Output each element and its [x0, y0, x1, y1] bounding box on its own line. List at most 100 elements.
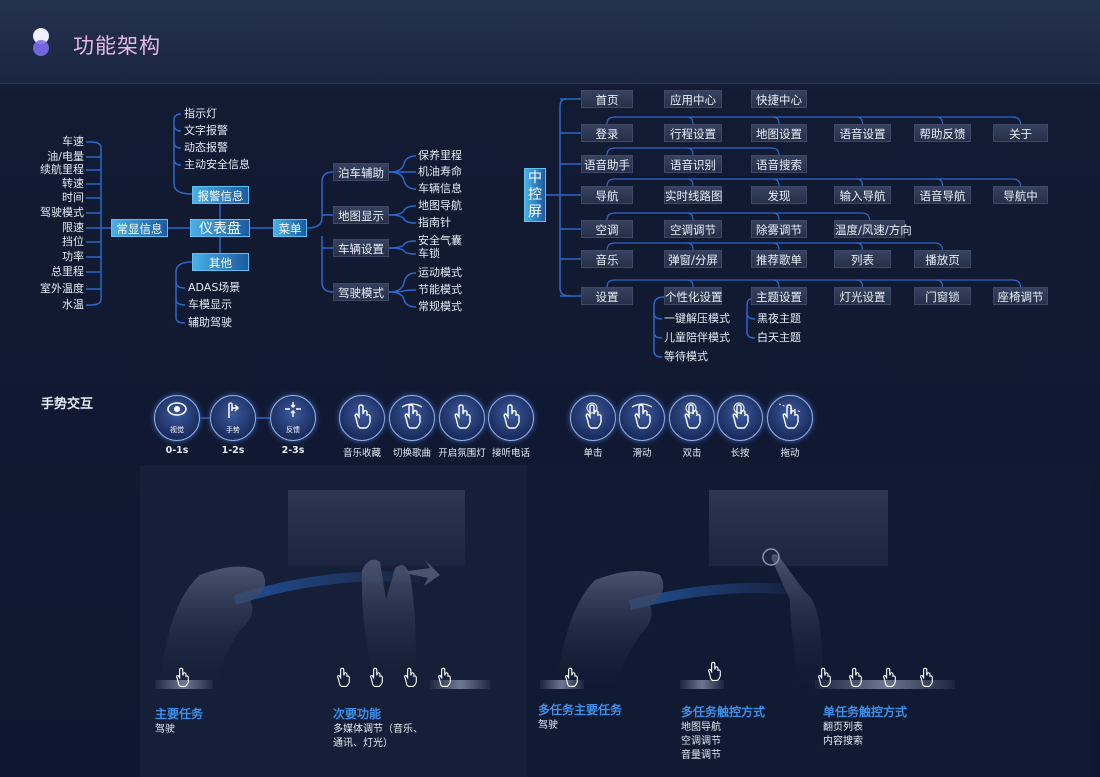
drag-icon [920, 667, 933, 687]
console-node: 地图设置 [751, 124, 807, 142]
scene-title: 主要任务 [155, 707, 204, 721]
constant-info-item: 车速 [62, 135, 84, 148]
gesture-action-label: 开启氛围灯 [438, 448, 486, 459]
constant-info-item: 功率 [62, 250, 84, 263]
glow-bar [430, 680, 490, 689]
menu-sub-item: 常规模式 [418, 300, 462, 313]
gesture-phase-label: 手势 [226, 426, 240, 434]
menu-group-node: 泊车辅助 [333, 163, 389, 181]
console-node: 弹窗/分屏 [664, 250, 722, 268]
menu-sub-item: 运动模式 [418, 266, 462, 279]
gesture-phase-time: 0-1s [165, 445, 189, 456]
console-node: 导航中 [993, 186, 1048, 204]
swipe-icon [818, 667, 831, 687]
finger-heart-icon [404, 667, 417, 687]
menu-sub-item: 车辆信息 [418, 182, 462, 195]
scene-title: 单任务触控方式 [823, 705, 908, 719]
constant-info-item: 油/电量 [47, 150, 84, 163]
console-node: 语音设置 [834, 124, 891, 142]
screen-illustration [288, 490, 465, 566]
console-node: 导航 [581, 186, 633, 204]
palm-swipe-button[interactable] [389, 395, 435, 441]
console-node: 个性化设置 [664, 287, 723, 305]
alarm-item: 文字报警 [184, 124, 228, 137]
theme-setting-item: 黑夜主题 [757, 312, 801, 325]
alarm-item: 指示灯 [184, 107, 217, 120]
console-node: 座椅调节 [993, 287, 1048, 305]
feedback-arrows-icon [285, 402, 301, 417]
scene-detail: 空调调节 [681, 736, 721, 747]
scene-detail: 通讯、灯光） [333, 738, 393, 749]
menu-node: 菜单 [273, 219, 307, 237]
double-tap-button[interactable] [669, 395, 715, 441]
eye-button[interactable]: 视觉 [154, 395, 200, 441]
swipe-button[interactable] [619, 395, 665, 441]
gesture-phase-label: 反馈 [286, 426, 300, 434]
console-node: 首页 [581, 90, 633, 108]
console-node: 温度/风速/方向 [834, 220, 912, 238]
console-node: 空调 [581, 220, 633, 238]
console-node: 推荐歌单 [751, 250, 807, 268]
constant-info-item: 总里程 [51, 265, 84, 278]
console-node: 主题设置 [751, 287, 807, 305]
personal-setting-item: 等待模式 [664, 350, 708, 363]
gesture-action-label: 接听电话 [491, 448, 530, 459]
gesture-hand-button[interactable]: 手势 [210, 395, 256, 441]
constant-info-item: 挡位 [62, 235, 84, 248]
call-gesture-icon [438, 667, 451, 687]
page-title: 功能架构 [73, 34, 161, 58]
call-gesture-button[interactable] [488, 395, 534, 441]
long-press-button[interactable] [717, 395, 763, 441]
gesture-phase-time: 1-2s [221, 445, 245, 456]
menu-sub-item: 指南针 [418, 216, 451, 229]
palm-icon [565, 667, 578, 687]
thumbs-up-icon [354, 404, 371, 429]
gesture-action-label: 音乐收藏 [342, 448, 381, 459]
console-node: 语音助手 [581, 155, 633, 173]
theme-setting-item: 白天主题 [757, 331, 801, 344]
menu-sub-item: 节能模式 [418, 283, 462, 296]
constant-info-item: 室外温度 [40, 282, 84, 295]
gesture-phase-time: 2-3s [281, 445, 305, 456]
scene-detail: 地图导航 [681, 722, 721, 733]
thumbs-up-button[interactable] [339, 395, 385, 441]
feedback-arrows-button[interactable]: 反馈 [270, 395, 316, 441]
glow-bar [680, 680, 724, 689]
constant-info-item: 时间 [62, 191, 84, 204]
drag-icon [778, 403, 802, 429]
console-node: 语音搜索 [751, 155, 807, 173]
menu-sub-item: 机油寿命 [418, 165, 462, 178]
console-node: 实时线路图 [664, 186, 723, 204]
touch-gesture-label: 滑动 [632, 448, 652, 459]
other-node: 其他 [192, 253, 249, 271]
palm-swipe-icon [370, 667, 383, 687]
gesture-hand-icon [228, 402, 240, 418]
console-node: 输入导航 [834, 186, 891, 204]
swipe-icon [631, 403, 653, 429]
screen-illustration [709, 490, 888, 566]
constant-info-node: 常显信息 [111, 219, 168, 237]
tap-icon [708, 661, 721, 681]
long-press-icon [732, 402, 749, 429]
drag-button[interactable] [767, 395, 813, 441]
console-node: 登录 [581, 124, 633, 142]
console-node: 列表 [834, 250, 891, 268]
palm-icon [176, 667, 189, 687]
menu-sub-item: 保养里程 [418, 149, 462, 162]
scene-title: 多任务触控方式 [681, 705, 766, 719]
console-node: 关于 [993, 124, 1048, 142]
console-node: 设置 [581, 287, 633, 305]
call-gesture-icon [503, 404, 520, 429]
touch-gesture-label: 单击 [583, 448, 603, 459]
other-item: 辅助驾驶 [188, 316, 232, 329]
finger-heart-button[interactable] [439, 395, 485, 441]
console-node: 快捷中心 [751, 90, 807, 108]
tap-button[interactable] [570, 395, 616, 441]
scene-detail: 多媒体调节（音乐、 [333, 724, 423, 735]
alarm-item: 主动安全信息 [184, 158, 250, 171]
menu-group-node: 地图显示 [333, 206, 389, 224]
glow-bar [540, 680, 584, 689]
palm-swipe-icon [401, 403, 423, 429]
scene-detail: 翻页列表 [823, 722, 863, 733]
glow-bar [155, 680, 213, 689]
